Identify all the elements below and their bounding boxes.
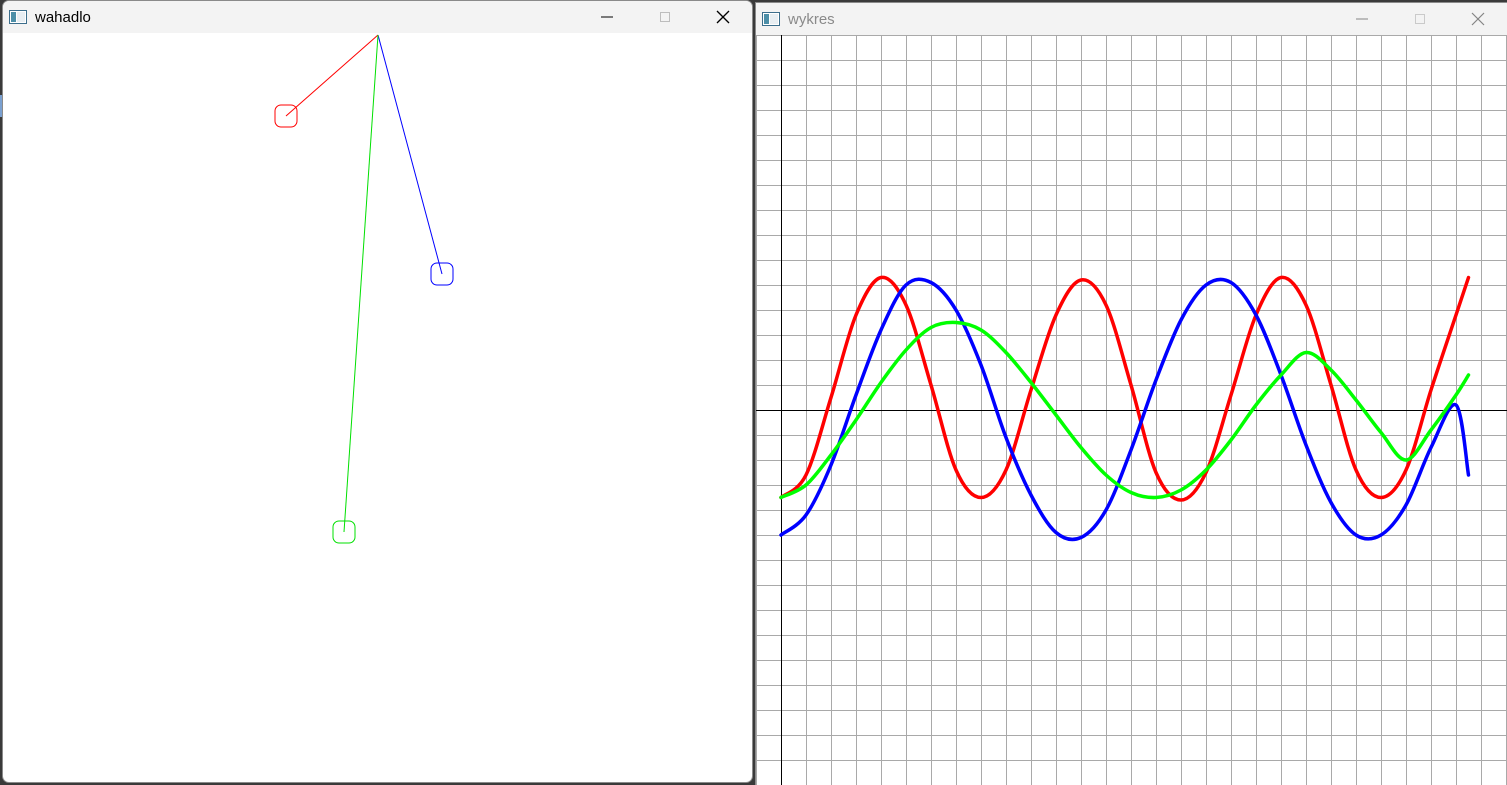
pendulum-bob-blue xyxy=(430,262,454,286)
pendulum-rod-blue xyxy=(377,34,443,275)
close-button[interactable] xyxy=(694,1,752,33)
close-icon xyxy=(1471,12,1485,26)
app-window-icon xyxy=(9,10,27,24)
pendulum-bob-green xyxy=(332,520,356,544)
maximize-icon xyxy=(1415,14,1425,24)
pendulum-canvas xyxy=(274,34,454,544)
maximize-button[interactable] xyxy=(636,1,694,33)
minimize-icon xyxy=(601,16,613,18)
pendulum-rod-red xyxy=(285,34,379,117)
pendulum-bob-red xyxy=(274,104,298,128)
close-icon xyxy=(716,10,730,24)
minimize-button[interactable] xyxy=(578,1,636,33)
minimize-icon xyxy=(1356,18,1368,20)
window-title: wahadlo xyxy=(35,8,91,26)
maximize-icon xyxy=(660,12,670,22)
title-bar[interactable]: wykres xyxy=(756,3,1507,35)
window-title: wykres xyxy=(788,10,835,28)
title-bar[interactable]: wahadlo xyxy=(3,1,752,33)
app-window-icon xyxy=(762,12,780,26)
maximize-button[interactable] xyxy=(1391,3,1449,35)
plot-canvas xyxy=(756,35,1507,785)
close-button[interactable] xyxy=(1449,3,1507,35)
plot-window[interactable]: wykres xyxy=(756,3,1507,785)
series-blue xyxy=(779,277,1471,542)
pendulum-rod-green xyxy=(343,34,379,533)
pendulum-window[interactable]: wahadlo xyxy=(3,1,752,782)
desktop-accent xyxy=(0,95,3,117)
series-green xyxy=(779,320,1471,500)
minimize-button[interactable] xyxy=(1333,3,1391,35)
